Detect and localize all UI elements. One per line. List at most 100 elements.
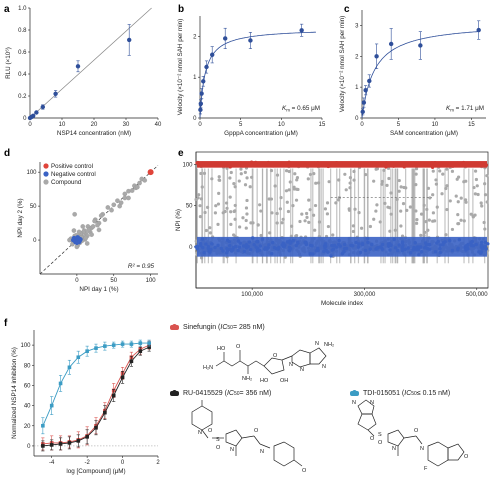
positive-control-point	[316, 161, 320, 165]
x-tick-label: 0	[121, 460, 125, 466]
data-point	[198, 101, 204, 106]
compound-point	[287, 169, 291, 174]
compound-point	[331, 233, 335, 237]
compound-point	[80, 224, 86, 229]
tdi-o2: O	[378, 440, 383, 446]
compound-point	[313, 203, 318, 208]
compound-point	[431, 169, 435, 173]
compound-column	[412, 168, 414, 264]
compound-point	[293, 172, 297, 176]
compound-column	[436, 168, 438, 264]
positive-control-point	[330, 161, 335, 165]
y-axis-label: NPI day 2 (%)	[17, 198, 24, 237]
compound-column	[320, 168, 322, 264]
x-axis-label: GpppA concentration (μM)	[224, 130, 298, 137]
legend-tdi: TDI-015051 (IC 50 ≤ 0.15 nM)	[350, 390, 450, 397]
positive-control-point	[229, 162, 234, 166]
positive-control-point	[306, 162, 310, 167]
data-point	[204, 64, 209, 70]
negative-control-point	[356, 245, 361, 249]
negative-control-point	[258, 248, 262, 252]
compound-point	[83, 235, 89, 241]
compound-point	[450, 169, 455, 173]
ic50-label: IC	[404, 390, 412, 397]
compound-point	[431, 211, 435, 215]
km-annotation: Km = 0.65 μM	[282, 105, 320, 113]
compound-point	[408, 205, 413, 209]
ru-n2: N	[230, 447, 234, 453]
compound-point	[229, 210, 233, 214]
y-tick-label: 3	[355, 23, 359, 29]
compound-point	[228, 176, 232, 180]
data-point-ru-0415529	[103, 410, 107, 415]
negative-control-point	[304, 242, 309, 247]
negative-control-point	[354, 240, 358, 245]
y-tick-label: 100	[26, 170, 37, 176]
tdi-s: S	[378, 432, 382, 438]
positive-control-point	[416, 163, 420, 167]
compound-point	[102, 217, 108, 222]
y-tick-label: 40	[24, 404, 31, 410]
legend-ru: RU-0415529 (IC 50 = 356 nM)	[170, 390, 271, 397]
positive-control-point	[232, 163, 236, 167]
negative-control-point	[342, 246, 347, 251]
compound-point	[298, 219, 302, 224]
negative-control-point	[255, 239, 259, 244]
negative-control-point	[331, 247, 336, 251]
compound-column	[226, 168, 229, 264]
compound-point	[427, 218, 431, 222]
positive-control-point	[484, 163, 488, 167]
data-point-ru-0415529	[120, 375, 125, 380]
positive-control-point	[372, 162, 376, 166]
negative-control-point	[360, 241, 365, 246]
compound-column	[357, 168, 360, 264]
positive-control-point	[147, 169, 154, 176]
negative-control-point	[483, 245, 488, 249]
positive-control-point	[208, 163, 213, 168]
x-tick-label: 300,000	[354, 292, 376, 298]
positive-control-point	[338, 162, 343, 166]
data-point-ru-0415529	[111, 393, 116, 398]
compound-point	[259, 209, 263, 213]
negative-control-point	[225, 251, 229, 255]
grp-n3: N	[322, 364, 326, 370]
positive-control-point	[278, 162, 282, 166]
y-tick-label: 0	[23, 116, 27, 122]
compound-column	[382, 168, 384, 264]
compound-point	[450, 227, 455, 232]
compound-point	[456, 200, 460, 204]
positive-control-point	[303, 163, 307, 167]
data-point-tdi-015051	[147, 341, 151, 345]
compound-point	[294, 198, 299, 202]
negative-control-point	[466, 247, 470, 251]
legend-sinefungin: Sinefungin (IC 50 = 285 nM)	[170, 324, 265, 331]
grp-n2: N	[300, 367, 304, 373]
compound-point	[313, 228, 317, 232]
negative-control-point	[200, 237, 205, 241]
negative-control-point	[350, 244, 355, 248]
compound-point	[216, 202, 221, 206]
x-tick-label: 20	[91, 122, 98, 128]
x-tick-label: 2	[156, 460, 160, 466]
negative-control-point	[474, 242, 478, 247]
compound-point	[245, 212, 249, 216]
negative-control-point	[237, 245, 242, 249]
y-axis-label: Normalized NSP14 inhibition (%)	[11, 347, 18, 439]
negative-control-point	[479, 250, 484, 254]
negative-control-point	[365, 236, 370, 241]
compound-point	[241, 216, 245, 220]
negative-control-point	[272, 246, 277, 250]
compound-point	[399, 209, 403, 213]
negative-control-point	[415, 248, 419, 252]
compound-column	[405, 168, 407, 264]
compound-point	[387, 176, 391, 181]
panel-letter-c: c	[344, 4, 350, 15]
negative-control-point	[260, 237, 265, 241]
tdi-n3: N	[392, 446, 396, 452]
compound-column	[384, 168, 386, 264]
compound-column	[204, 168, 206, 264]
positive-control-point	[444, 163, 448, 167]
negative-control-point	[258, 244, 263, 248]
panel-letter-d: d	[4, 148, 10, 159]
compound-point	[480, 204, 484, 208]
